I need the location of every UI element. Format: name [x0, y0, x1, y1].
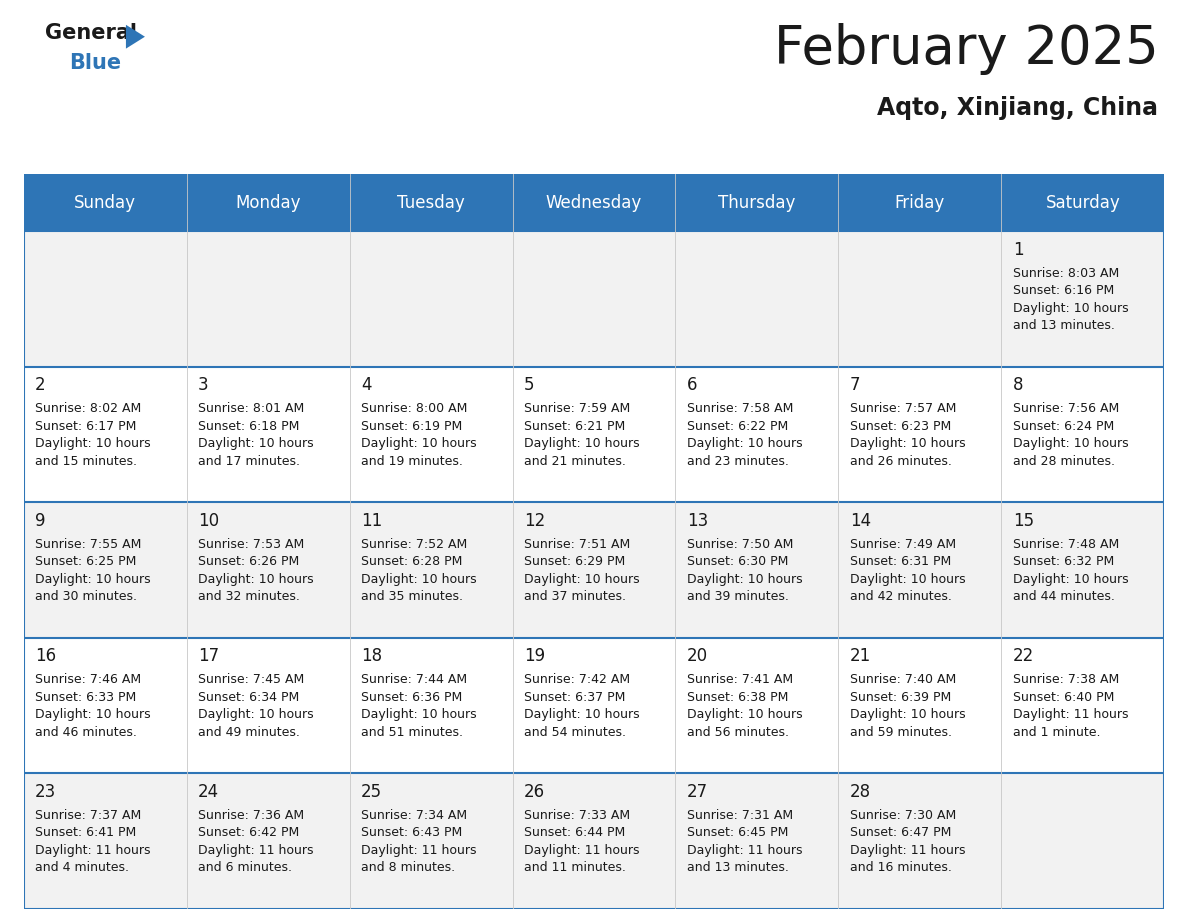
Text: 3: 3: [198, 376, 209, 395]
Text: 23: 23: [36, 783, 56, 800]
Text: 9: 9: [36, 512, 45, 530]
Text: 5: 5: [524, 376, 535, 395]
Text: 14: 14: [849, 512, 871, 530]
Text: Sunrise: 7:40 AM
Sunset: 6:39 PM
Daylight: 10 hours
and 59 minutes.: Sunrise: 7:40 AM Sunset: 6:39 PM Dayligh…: [849, 673, 966, 739]
Text: Thursday: Thursday: [719, 194, 796, 212]
Text: Sunrise: 7:49 AM
Sunset: 6:31 PM
Daylight: 10 hours
and 42 minutes.: Sunrise: 7:49 AM Sunset: 6:31 PM Dayligh…: [849, 538, 966, 603]
Text: Sunrise: 7:46 AM
Sunset: 6:33 PM
Daylight: 10 hours
and 46 minutes.: Sunrise: 7:46 AM Sunset: 6:33 PM Dayligh…: [36, 673, 151, 739]
Text: Wednesday: Wednesday: [545, 194, 643, 212]
Text: 27: 27: [687, 783, 708, 800]
Text: 28: 28: [849, 783, 871, 800]
Text: Sunrise: 7:52 AM
Sunset: 6:28 PM
Daylight: 10 hours
and 35 minutes.: Sunrise: 7:52 AM Sunset: 6:28 PM Dayligh…: [361, 538, 476, 603]
Text: 21: 21: [849, 647, 871, 666]
Text: Sunrise: 7:58 AM
Sunset: 6:22 PM
Daylight: 10 hours
and 23 minutes.: Sunrise: 7:58 AM Sunset: 6:22 PM Dayligh…: [687, 402, 802, 467]
Text: Sunrise: 7:44 AM
Sunset: 6:36 PM
Daylight: 10 hours
and 51 minutes.: Sunrise: 7:44 AM Sunset: 6:36 PM Dayligh…: [361, 673, 476, 739]
Text: Sunrise: 7:38 AM
Sunset: 6:40 PM
Daylight: 11 hours
and 1 minute.: Sunrise: 7:38 AM Sunset: 6:40 PM Dayligh…: [1012, 673, 1129, 739]
Bar: [24, 638, 1164, 773]
Bar: [24, 773, 1164, 909]
Text: General: General: [45, 23, 137, 43]
Text: 16: 16: [36, 647, 56, 666]
Text: 10: 10: [198, 512, 220, 530]
Text: Sunrise: 8:02 AM
Sunset: 6:17 PM
Daylight: 10 hours
and 15 minutes.: Sunrise: 8:02 AM Sunset: 6:17 PM Dayligh…: [36, 402, 151, 467]
Text: 12: 12: [524, 512, 545, 530]
Text: 2: 2: [36, 376, 46, 395]
Text: Aqto, Xinjiang, China: Aqto, Xinjiang, China: [877, 96, 1158, 120]
Text: Sunrise: 7:51 AM
Sunset: 6:29 PM
Daylight: 10 hours
and 37 minutes.: Sunrise: 7:51 AM Sunset: 6:29 PM Dayligh…: [524, 538, 639, 603]
Text: 25: 25: [361, 783, 383, 800]
Text: Sunrise: 8:00 AM
Sunset: 6:19 PM
Daylight: 10 hours
and 19 minutes.: Sunrise: 8:00 AM Sunset: 6:19 PM Dayligh…: [361, 402, 476, 467]
Text: Sunrise: 7:36 AM
Sunset: 6:42 PM
Daylight: 11 hours
and 6 minutes.: Sunrise: 7:36 AM Sunset: 6:42 PM Dayligh…: [198, 809, 314, 874]
Text: 11: 11: [361, 512, 383, 530]
Text: 7: 7: [849, 376, 860, 395]
Text: 24: 24: [198, 783, 220, 800]
Text: 26: 26: [524, 783, 545, 800]
Text: Friday: Friday: [895, 194, 944, 212]
Text: Sunrise: 7:59 AM
Sunset: 6:21 PM
Daylight: 10 hours
and 21 minutes.: Sunrise: 7:59 AM Sunset: 6:21 PM Dayligh…: [524, 402, 639, 467]
Text: Sunrise: 7:41 AM
Sunset: 6:38 PM
Daylight: 10 hours
and 56 minutes.: Sunrise: 7:41 AM Sunset: 6:38 PM Dayligh…: [687, 673, 802, 739]
Text: Sunrise: 7:37 AM
Sunset: 6:41 PM
Daylight: 11 hours
and 4 minutes.: Sunrise: 7:37 AM Sunset: 6:41 PM Dayligh…: [36, 809, 151, 874]
Text: Sunrise: 7:42 AM
Sunset: 6:37 PM
Daylight: 10 hours
and 54 minutes.: Sunrise: 7:42 AM Sunset: 6:37 PM Dayligh…: [524, 673, 639, 739]
Text: 18: 18: [361, 647, 383, 666]
Bar: [24, 231, 1164, 367]
Text: Sunrise: 7:55 AM
Sunset: 6:25 PM
Daylight: 10 hours
and 30 minutes.: Sunrise: 7:55 AM Sunset: 6:25 PM Dayligh…: [36, 538, 151, 603]
Text: 8: 8: [1012, 376, 1023, 395]
Text: 17: 17: [198, 647, 220, 666]
Text: Sunrise: 7:56 AM
Sunset: 6:24 PM
Daylight: 10 hours
and 28 minutes.: Sunrise: 7:56 AM Sunset: 6:24 PM Dayligh…: [1012, 402, 1129, 467]
Text: 19: 19: [524, 647, 545, 666]
Text: Tuesday: Tuesday: [397, 194, 465, 212]
Bar: [24, 502, 1164, 638]
Text: Sunrise: 7:48 AM
Sunset: 6:32 PM
Daylight: 10 hours
and 44 minutes.: Sunrise: 7:48 AM Sunset: 6:32 PM Dayligh…: [1012, 538, 1129, 603]
Text: Sunrise: 8:03 AM
Sunset: 6:16 PM
Daylight: 10 hours
and 13 minutes.: Sunrise: 8:03 AM Sunset: 6:16 PM Dayligh…: [1012, 266, 1129, 332]
Text: Sunrise: 7:30 AM
Sunset: 6:47 PM
Daylight: 11 hours
and 16 minutes.: Sunrise: 7:30 AM Sunset: 6:47 PM Dayligh…: [849, 809, 966, 874]
Text: 1: 1: [1012, 241, 1023, 259]
Text: Sunrise: 7:57 AM
Sunset: 6:23 PM
Daylight: 10 hours
and 26 minutes.: Sunrise: 7:57 AM Sunset: 6:23 PM Dayligh…: [849, 402, 966, 467]
Text: 20: 20: [687, 647, 708, 666]
Text: 6: 6: [687, 376, 697, 395]
Text: Sunrise: 7:31 AM
Sunset: 6:45 PM
Daylight: 11 hours
and 13 minutes.: Sunrise: 7:31 AM Sunset: 6:45 PM Dayligh…: [687, 809, 802, 874]
Text: Sunrise: 8:01 AM
Sunset: 6:18 PM
Daylight: 10 hours
and 17 minutes.: Sunrise: 8:01 AM Sunset: 6:18 PM Dayligh…: [198, 402, 314, 467]
Text: 15: 15: [1012, 512, 1034, 530]
Bar: [24, 174, 1164, 231]
Text: Sunrise: 7:33 AM
Sunset: 6:44 PM
Daylight: 11 hours
and 11 minutes.: Sunrise: 7:33 AM Sunset: 6:44 PM Dayligh…: [524, 809, 639, 874]
Text: Monday: Monday: [235, 194, 301, 212]
Text: Saturday: Saturday: [1045, 194, 1120, 212]
Bar: [24, 367, 1164, 502]
Text: Sunrise: 7:50 AM
Sunset: 6:30 PM
Daylight: 10 hours
and 39 minutes.: Sunrise: 7:50 AM Sunset: 6:30 PM Dayligh…: [687, 538, 802, 603]
Text: February 2025: February 2025: [773, 23, 1158, 75]
Text: 13: 13: [687, 512, 708, 530]
Text: Sunrise: 7:45 AM
Sunset: 6:34 PM
Daylight: 10 hours
and 49 minutes.: Sunrise: 7:45 AM Sunset: 6:34 PM Dayligh…: [198, 673, 314, 739]
Text: Blue: Blue: [69, 53, 121, 73]
Text: Sunrise: 7:34 AM
Sunset: 6:43 PM
Daylight: 11 hours
and 8 minutes.: Sunrise: 7:34 AM Sunset: 6:43 PM Dayligh…: [361, 809, 476, 874]
Text: 4: 4: [361, 376, 372, 395]
Text: Sunrise: 7:53 AM
Sunset: 6:26 PM
Daylight: 10 hours
and 32 minutes.: Sunrise: 7:53 AM Sunset: 6:26 PM Dayligh…: [198, 538, 314, 603]
Text: 22: 22: [1012, 647, 1034, 666]
Text: Sunday: Sunday: [74, 194, 137, 212]
